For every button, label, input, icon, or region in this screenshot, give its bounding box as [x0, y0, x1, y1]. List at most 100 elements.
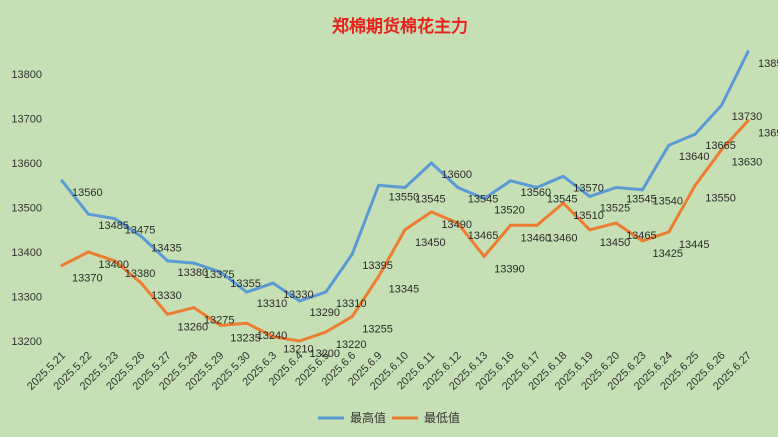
data-point [429, 210, 433, 214]
data-label: 13465 [468, 230, 499, 242]
data-label: 13850 [758, 58, 778, 70]
data-point [640, 188, 644, 192]
data-point [192, 306, 196, 310]
y-tick-label: 13600 [11, 158, 42, 170]
data-label: 13545 [468, 193, 499, 205]
data-label: 13640 [679, 151, 710, 163]
data-label: 13445 [679, 239, 710, 251]
data-label: 13475 [125, 225, 156, 237]
data-point [588, 194, 592, 198]
y-axis: 13200 13300 13400 13500 13600 13700 13800 [11, 69, 42, 348]
data-label: 13220 [336, 339, 367, 351]
data-label: 13400 [98, 259, 129, 271]
data-label: 13330 [151, 290, 182, 302]
data-point [509, 179, 513, 183]
data-label: 13255 [362, 324, 393, 336]
data-point [456, 221, 460, 225]
data-point [720, 148, 724, 152]
data-label: 13525 [600, 202, 631, 214]
data-point [720, 103, 724, 107]
data-point [614, 185, 618, 189]
data-point [139, 234, 143, 238]
data-point [429, 161, 433, 165]
data-label: 13665 [705, 140, 736, 152]
y-tick-label: 13700 [11, 114, 42, 126]
data-label: 13260 [178, 321, 209, 333]
data-point [192, 261, 196, 265]
series-layer [60, 50, 750, 343]
data-label: 13545 [547, 193, 578, 205]
data-label: 13370 [72, 272, 103, 284]
data-point [245, 321, 249, 325]
data-label: 13550 [389, 191, 420, 203]
data-point [139, 281, 143, 285]
data-label: 13450 [415, 237, 446, 249]
data-label: 13330 [283, 289, 314, 301]
data-label: 13435 [151, 242, 182, 254]
data-label: 13485 [98, 220, 129, 232]
data-label: 13355 [230, 278, 261, 290]
data-point [693, 132, 697, 136]
data-label: 13545 [415, 193, 446, 205]
data-label: 13310 [257, 298, 288, 310]
data-point [640, 239, 644, 243]
data-label: 13560 [521, 187, 552, 199]
data-point [403, 185, 407, 189]
data-label: 13200 [309, 348, 340, 360]
data-point [535, 185, 539, 189]
data-point [60, 179, 64, 183]
data-point [350, 315, 354, 319]
data-label: 13520 [494, 205, 525, 217]
data-point [667, 230, 671, 234]
legend-label: 最高值 [350, 410, 386, 425]
series-line-high [60, 50, 750, 303]
data-label: 13545 [626, 193, 657, 205]
y-tick-label: 13400 [11, 247, 42, 259]
data-point [245, 290, 249, 294]
data-label: 13695 [758, 128, 778, 140]
data-label: 13460 [521, 232, 552, 244]
data-label: 13310 [336, 298, 367, 310]
chart-title: 郑棉期货棉花主力 [332, 16, 468, 37]
data-point [482, 197, 486, 201]
legend-label: 最低值 [424, 410, 460, 425]
data-label: 13540 [652, 196, 683, 208]
data-point [746, 50, 750, 54]
data-label: 13240 [257, 330, 288, 342]
data-label: 13380 [178, 267, 209, 279]
data-point [350, 252, 354, 256]
data-point [86, 212, 90, 216]
data-point [456, 185, 460, 189]
data-point [297, 299, 301, 303]
data-label: 13570 [573, 182, 604, 194]
data-label: 13375 [204, 269, 235, 281]
data-label: 13345 [389, 283, 420, 295]
data-point [482, 254, 486, 258]
data-point [297, 339, 301, 343]
data-label: 13210 [283, 344, 314, 356]
data-point [403, 228, 407, 232]
data-label: 13395 [362, 260, 393, 272]
data-point [86, 250, 90, 254]
x-axis: 2025.5.212025.5.222025.5.232025.5.262025… [25, 350, 754, 393]
data-label: 13235 [230, 332, 261, 344]
data-label: 13450 [600, 237, 631, 249]
data-point [60, 263, 64, 267]
data-point [218, 270, 222, 274]
data-point [113, 259, 117, 263]
data-label: 13600 [441, 169, 472, 181]
data-point [509, 223, 513, 227]
data-point [535, 223, 539, 227]
data-point [377, 183, 381, 187]
data-label: 13630 [732, 157, 763, 169]
data-label: 13275 [204, 315, 235, 327]
data-label: 13465 [626, 230, 657, 242]
data-point [271, 281, 275, 285]
data-point [324, 330, 328, 334]
data-label: 13390 [494, 263, 525, 275]
data-point [693, 183, 697, 187]
data-point [588, 228, 592, 232]
data-label: 13730 [732, 111, 763, 123]
